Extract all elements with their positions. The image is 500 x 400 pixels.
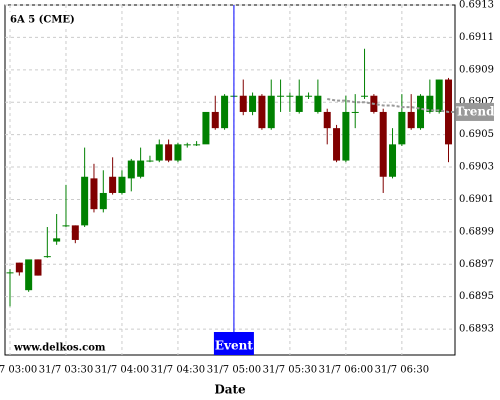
x-tick-label: 31/7 05:30 — [263, 365, 317, 376]
candle-body — [62, 225, 70, 227]
marks — [6, 48, 455, 307]
candle-body — [286, 95, 294, 97]
trend-label-box — [456, 102, 494, 121]
candle-body — [426, 95, 434, 112]
x-tick-label: 31/7 04:30 — [151, 365, 205, 376]
candle-body — [211, 111, 219, 129]
candle-body — [127, 160, 135, 179]
candle-body — [314, 95, 322, 112]
trend-label: Trend — [455, 104, 495, 118]
y-tick-label: 0.6909 — [459, 64, 494, 75]
x-tick-label: 31/7 06:30 — [375, 365, 429, 376]
candle-body — [174, 144, 182, 161]
event-label-box — [213, 332, 254, 355]
candle-body — [389, 144, 397, 177]
candle-body — [277, 95, 285, 97]
candle-body — [267, 95, 275, 129]
candle-body — [193, 144, 201, 146]
candle-body — [109, 176, 117, 193]
candle-body — [379, 111, 387, 177]
y-tick-label: 0.6895 — [459, 291, 494, 302]
candle-body — [34, 259, 42, 276]
candle-body — [15, 262, 23, 273]
candle-body — [183, 144, 191, 146]
candle-body — [6, 272, 14, 274]
candle-body — [435, 79, 443, 112]
candle-body — [43, 256, 51, 258]
candle-body — [71, 225, 79, 240]
candle-body — [361, 95, 369, 97]
candle-body — [155, 144, 163, 161]
x-tick-label: 31/7 04:00 — [95, 365, 149, 376]
x-tick-label: 31/7 03:30 — [39, 365, 93, 376]
y-tick-label: 0.6901 — [459, 194, 494, 205]
candle-body — [239, 95, 247, 112]
y-tick-label: 0.6897 — [459, 259, 494, 270]
candle-body — [99, 192, 107, 210]
candle-body — [118, 176, 126, 193]
candle-body — [249, 95, 257, 112]
title-box — [7, 12, 69, 28]
candle-body — [81, 176, 89, 226]
candle-body — [407, 111, 415, 129]
candle-body — [221, 95, 229, 129]
y-tick-label: 0.6911 — [459, 32, 494, 43]
candle-body — [90, 178, 98, 210]
y-tick-label: 0.6893 — [459, 324, 494, 335]
candle-body — [258, 95, 266, 129]
candle-body — [25, 259, 33, 291]
y-tick-label: 0.6907 — [459, 97, 494, 108]
candle-body — [146, 160, 154, 162]
watermark: www.delkos.com — [13, 343, 106, 354]
candle-body — [295, 95, 303, 112]
y-tick-label: 0.6899 — [459, 226, 494, 237]
trend-line — [327, 97, 455, 113]
y-tick-label: 0.6905 — [459, 129, 494, 140]
x-axis-title: Date — [214, 383, 246, 397]
grid — [5, 4, 455, 355]
event-label: Event — [215, 339, 253, 353]
candle-body — [351, 111, 359, 113]
x-tick-label: 31/7 06:00 — [319, 365, 373, 376]
candle-body — [323, 111, 331, 129]
x-tick-label: 31/7 03:00 — [0, 365, 37, 376]
candle-body — [202, 111, 210, 145]
candle-body — [342, 111, 350, 161]
plot-frame — [4, 4, 456, 356]
chart-title: 6A 5 (CME) — [10, 15, 75, 26]
candle-body — [417, 95, 425, 129]
x-tick-label: 31/7 05:00 — [207, 365, 261, 376]
y-tick-label: 0.6913 — [459, 0, 494, 11]
candle-body — [398, 111, 406, 145]
y-tick-label: 0.6903 — [459, 162, 494, 173]
candle-body — [305, 95, 313, 97]
candle-body — [333, 128, 341, 161]
candle-body — [137, 160, 145, 177]
candle-body — [53, 238, 61, 242]
candle-body — [165, 144, 173, 161]
